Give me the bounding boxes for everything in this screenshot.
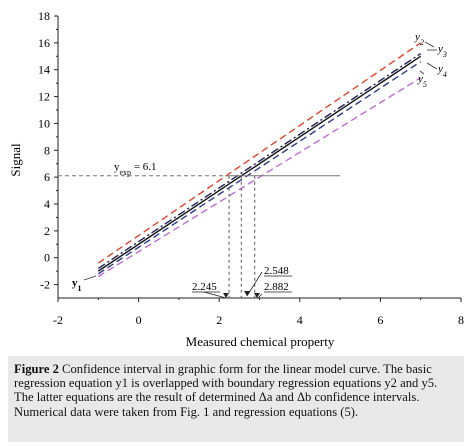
y-tick-label: 14 xyxy=(38,63,50,77)
series-label-y2: y2 xyxy=(414,31,424,47)
series-label-y3: y3 xyxy=(437,43,447,59)
x-value-arrowhead xyxy=(254,293,260,298)
annotations: yexp = 6.1 2.245 2.548 2.882 xyxy=(58,161,341,299)
series-leader-y2 xyxy=(424,41,435,48)
x-value-label: 2.245 xyxy=(192,281,217,293)
x-tick-label: 2 xyxy=(216,313,222,327)
x-tick-label: 6 xyxy=(377,313,383,327)
x-value-label: 2.548 xyxy=(264,265,289,277)
y-tick-label: 2 xyxy=(44,224,50,238)
axes: -2 0 2 4 6 8 10 12 14 16 18 -2 0 2 4 6 8 xyxy=(38,9,464,327)
y-tick-label: 0 xyxy=(44,251,50,265)
figure-label: Figure 2 xyxy=(14,362,59,376)
x-value-label: 2.882 xyxy=(264,281,289,293)
x-tick-label: 0 xyxy=(136,313,142,327)
y-tick-label: -2 xyxy=(40,278,50,292)
y-tick-label: 6 xyxy=(44,170,50,184)
x-value-leader xyxy=(203,291,227,299)
x-axis-label: Measured chemical property xyxy=(186,334,335,349)
series-line-y5 xyxy=(97,77,422,278)
series-leader-y5 xyxy=(419,70,425,75)
x-tick-label: 8 xyxy=(458,313,464,327)
series-lines: y2 y3 y4 y5 y1 xyxy=(72,31,447,293)
x-value-leader xyxy=(257,293,263,299)
y-tick-label: 8 xyxy=(44,143,50,157)
series-line-y1 xyxy=(97,55,422,272)
figure-caption-text: Confidence interval in graphic form for … xyxy=(14,362,438,419)
series-line-y4 xyxy=(97,61,422,275)
y-tick-label: 4 xyxy=(44,197,50,211)
y-tick-label: 16 xyxy=(38,36,50,50)
x-tick-label: -2 xyxy=(53,313,63,327)
series-label-y1: y1 xyxy=(72,277,82,293)
y-tick-label: 12 xyxy=(38,90,50,104)
chart-svg: -2 0 2 4 6 8 10 12 14 16 18 -2 0 2 4 6 8 y2 y3 y4 y5 y1 yexp… xyxy=(8,9,464,349)
yexp-label: yexp = 6.1 xyxy=(114,161,157,177)
x-value-arrowhead xyxy=(244,291,250,296)
series-line-y2 xyxy=(97,42,422,264)
x-value-arrowhead xyxy=(223,293,229,298)
series-leader-y4 xyxy=(426,62,438,70)
x-tick-label: 4 xyxy=(297,313,303,327)
y-axis-label: Signal xyxy=(8,143,23,177)
y-tick-label: 18 xyxy=(38,9,50,23)
series-label-y5: y5 xyxy=(417,73,427,89)
x-value-leader xyxy=(246,271,263,297)
y-tick-label: 10 xyxy=(38,116,50,130)
figure-caption: Figure 2 Confidence interval in graphic … xyxy=(8,356,464,442)
series-line-y3 xyxy=(97,53,422,270)
series-leader-y1 xyxy=(83,275,97,281)
series-label-y4: y4 xyxy=(437,63,447,79)
